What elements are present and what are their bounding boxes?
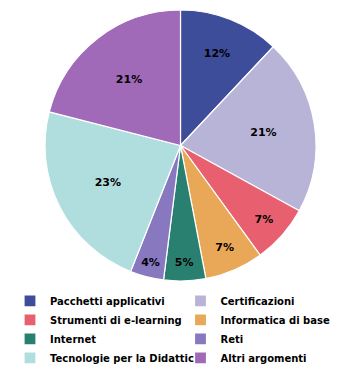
svg-text:Tecnologie per la Didattica: Tecnologie per la Didattica: [50, 353, 201, 364]
svg-text:7%: 7%: [215, 241, 234, 254]
svg-text:Altri argomenti: Altri argomenti: [221, 353, 307, 364]
svg-text:23%: 23%: [95, 176, 121, 189]
svg-text:21%: 21%: [116, 73, 142, 86]
svg-text:Informatica di base: Informatica di base: [221, 315, 330, 326]
svg-text:Certificazioni: Certificazioni: [221, 296, 295, 307]
svg-text:Reti: Reti: [221, 334, 244, 345]
svg-text:21%: 21%: [250, 126, 276, 139]
svg-text:5%: 5%: [175, 256, 194, 269]
svg-text:Strumenti di e-learning: Strumenti di e-learning: [50, 315, 182, 326]
svg-text:7%: 7%: [255, 213, 274, 226]
svg-text:Internet: Internet: [50, 334, 96, 345]
svg-text:Pacchetti applicativi: Pacchetti applicativi: [50, 296, 165, 307]
svg-text:12%: 12%: [204, 47, 230, 60]
svg-text:4%: 4%: [141, 256, 160, 269]
